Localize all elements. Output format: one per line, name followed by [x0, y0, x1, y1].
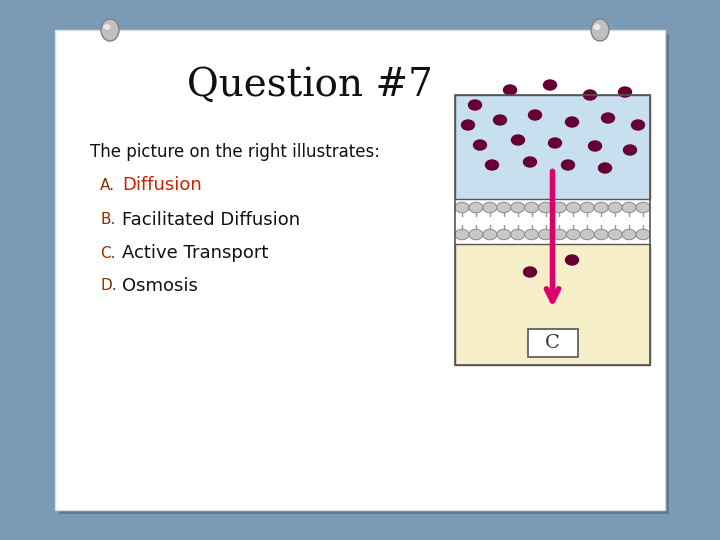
Ellipse shape	[101, 19, 119, 41]
Ellipse shape	[624, 145, 636, 155]
Ellipse shape	[567, 202, 580, 213]
Ellipse shape	[469, 230, 483, 240]
Ellipse shape	[598, 163, 611, 173]
Text: Active Transport: Active Transport	[122, 244, 269, 262]
Text: D.: D.	[100, 279, 117, 294]
Ellipse shape	[462, 120, 474, 130]
Ellipse shape	[539, 202, 552, 213]
Text: C: C	[545, 334, 560, 352]
Text: Facilitated Diffusion: Facilitated Diffusion	[122, 211, 300, 229]
Ellipse shape	[455, 202, 469, 213]
Ellipse shape	[104, 24, 110, 30]
Ellipse shape	[497, 202, 510, 213]
Ellipse shape	[636, 202, 650, 213]
Ellipse shape	[511, 135, 524, 145]
Ellipse shape	[593, 24, 600, 30]
Ellipse shape	[565, 255, 578, 265]
Text: Osmosis: Osmosis	[122, 277, 198, 295]
Ellipse shape	[455, 230, 469, 240]
Ellipse shape	[622, 230, 636, 240]
Ellipse shape	[510, 202, 525, 213]
Bar	[455, 244, 650, 365]
Ellipse shape	[483, 202, 497, 213]
Ellipse shape	[469, 202, 483, 213]
Ellipse shape	[608, 230, 622, 240]
Bar	[59, 34, 669, 514]
Ellipse shape	[523, 267, 536, 277]
Ellipse shape	[539, 230, 552, 240]
Text: B.: B.	[100, 213, 115, 227]
Bar	[455, 95, 650, 199]
Ellipse shape	[594, 230, 608, 240]
Ellipse shape	[622, 202, 636, 213]
Ellipse shape	[552, 230, 567, 240]
Bar	[455, 217, 650, 225]
Ellipse shape	[528, 110, 541, 120]
Ellipse shape	[591, 19, 609, 41]
Text: The picture on the right illustrates:: The picture on the right illustrates:	[90, 143, 380, 161]
Text: C.: C.	[100, 246, 115, 260]
Ellipse shape	[525, 202, 539, 213]
Ellipse shape	[510, 230, 525, 240]
Ellipse shape	[483, 230, 497, 240]
Ellipse shape	[601, 113, 614, 123]
Ellipse shape	[544, 80, 557, 90]
Bar	[455, 95, 650, 365]
Ellipse shape	[485, 160, 498, 170]
Ellipse shape	[474, 140, 487, 150]
Ellipse shape	[503, 85, 516, 95]
Ellipse shape	[580, 202, 594, 213]
Text: Question #7: Question #7	[187, 66, 433, 104]
Ellipse shape	[618, 87, 631, 97]
Ellipse shape	[552, 202, 567, 213]
Ellipse shape	[523, 157, 536, 167]
Ellipse shape	[580, 230, 594, 240]
Text: Diffusion: Diffusion	[122, 176, 202, 194]
Ellipse shape	[549, 138, 562, 148]
Bar	[55, 30, 665, 510]
Ellipse shape	[565, 117, 578, 127]
Ellipse shape	[583, 90, 596, 100]
Text: A.: A.	[100, 178, 115, 192]
Ellipse shape	[594, 202, 608, 213]
Ellipse shape	[608, 202, 622, 213]
Ellipse shape	[562, 160, 575, 170]
Ellipse shape	[588, 141, 601, 151]
Ellipse shape	[525, 230, 539, 240]
Ellipse shape	[497, 230, 510, 240]
Ellipse shape	[636, 230, 650, 240]
Ellipse shape	[469, 100, 482, 110]
Bar	[528, 329, 577, 357]
Ellipse shape	[567, 230, 580, 240]
Ellipse shape	[631, 120, 644, 130]
Ellipse shape	[493, 115, 506, 125]
